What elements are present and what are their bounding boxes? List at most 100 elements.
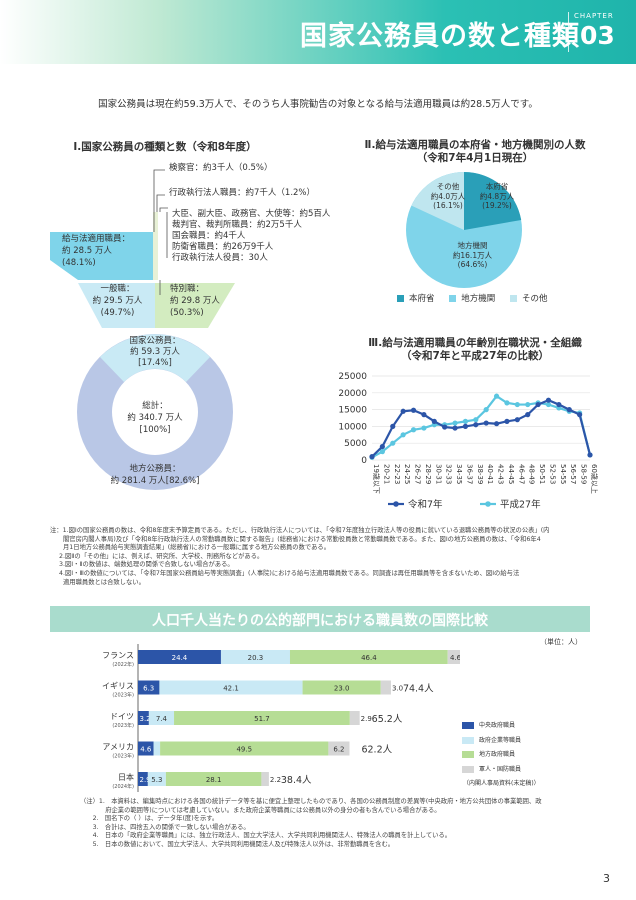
header-divider — [568, 12, 569, 52]
tokubetsu-name: 特別職： — [170, 284, 205, 294]
bar-segment — [380, 680, 391, 695]
data-point — [514, 417, 520, 423]
pie-chart — [406, 171, 522, 288]
country-total: 74.4人 — [403, 684, 434, 695]
tokubetsu-label: 特別職： 約 29.8 万人 (50.3%) — [170, 283, 220, 319]
legend-swatch — [397, 295, 404, 302]
connector-lines — [153, 169, 168, 295]
gyosei-label: 行政執行法人職員：約7千人（1.2%） — [169, 188, 316, 198]
tokubetsu-segment — [155, 283, 235, 328]
legend-label: 地方政府職員 — [479, 751, 516, 758]
country-name: イギリス — [102, 682, 134, 691]
data-point — [369, 454, 375, 460]
y-tick-label: 25000 — [338, 372, 367, 382]
legend-label: 軍人・国防職員 — [479, 765, 522, 773]
note-line: 4. 日本の「政府企業等職員」には、独立行政法人、国立大学法人、大学共同利用機関… — [80, 832, 452, 840]
bar-value-label: 24.4 — [172, 654, 188, 662]
country-total: 62.2人 — [361, 745, 392, 756]
kokka-label: 国家公務員： 約 59.3 万人 [17.4%] — [110, 336, 200, 369]
data-point — [493, 421, 500, 427]
notes-section1: 注：1.図Ⅰの国家公務員の数は、令和8年度末予算定員である。ただし、行政執行法人… — [50, 527, 595, 587]
legend-kigyo: 政府企業等職員 — [462, 734, 521, 749]
tokubetsu-list-item: 防衛省職員：約26万9千人 — [172, 242, 274, 252]
note-line: 3.図Ⅰ・Ⅱの数値は、端数処理の関係で合致しない場合がある。 — [59, 561, 234, 569]
section3-title-main: Ⅲ.給与法適用職員の年齢別在職状況・全組織 — [368, 337, 582, 349]
bar-value-label: 6.2 — [333, 745, 344, 753]
note-line: 月1日地方公務員給与実態調査結果」(総務省)における一般職に属する地方公務員の数… — [63, 544, 331, 552]
note-line: 2.図Ⅱの「その他」には、例えば、研究所、大学校、刑務所などがある。 — [59, 552, 264, 560]
data-point — [462, 423, 469, 429]
bar-segment — [289, 650, 448, 664]
sonota-pct: (16.1%) — [433, 201, 463, 210]
data-point — [462, 418, 469, 424]
bar-value-label: 2.2 — [270, 776, 281, 784]
data-point — [390, 440, 396, 446]
x-tick-label: 22-23 — [393, 464, 401, 484]
data-point — [504, 400, 510, 406]
x-tick-label: 56-57 — [569, 464, 577, 484]
bar-segment — [147, 772, 166, 786]
bar-segment — [447, 650, 460, 664]
pie-label-chiho: 地方機関 約16.1万人 (64.6%) — [440, 241, 505, 270]
country-name: 日本 — [118, 772, 134, 782]
line-chart: 0 5000 10000 15000 20000 25000 19歳以下 20-21 22-23… — [338, 372, 599, 511]
kensatsu-label: 検察官：約3千人（0.5%） — [169, 163, 273, 173]
data-point — [483, 420, 489, 426]
tokubetsu-list-item: 大臣、副大臣、政務官、大使等：約5百人 — [172, 209, 331, 219]
sonota-name: その他 — [436, 182, 460, 191]
pie-label-sonota: その他 約4.0万人 (16.1%) — [418, 182, 478, 211]
x-tick-label: 40-41 — [486, 464, 494, 484]
note-line: 注：1.図Ⅰの国家公務員の数は、令和8年度末予算定員である。ただし、行政執行法人… — [50, 527, 550, 534]
bar-value-label: 49.5 — [236, 745, 252, 753]
x-tick-label: 60歳以上 — [590, 464, 599, 494]
data-point — [421, 425, 427, 431]
legend-label: 本府省 — [409, 294, 435, 304]
pie-slice-sonota — [411, 172, 464, 230]
data-point — [587, 452, 593, 458]
note-line: 府企業の範囲等)については考慮していない。また政府企業等職員には公務員以外の身分… — [80, 806, 441, 814]
intl-source: （内閣人事局資料(未定稿)） — [463, 780, 540, 787]
kokka-value: 約 59.3 万人 — [130, 347, 180, 357]
intl-title: 人口千人当たりの公的部門における職員数の国際比較 — [152, 613, 488, 629]
bar-value-label: 2.9 — [140, 776, 151, 784]
legend-swatch — [449, 295, 457, 302]
x-tick-label: 38-39 — [476, 464, 484, 484]
kokka-name: 国家公務員： — [129, 336, 181, 346]
bar-segment — [138, 711, 149, 725]
bar-segment — [148, 711, 175, 725]
bar-value-label: 3.2 — [140, 715, 151, 723]
legend-chiho-seifu: 地方政府職員 — [462, 748, 521, 763]
data-point — [473, 422, 479, 428]
series-line — [371, 398, 592, 458]
note-line: 閣官房内閣人事局)及び「令和8年行政執行法人の常勤職員数に関する報告」(総務省)… — [63, 535, 541, 543]
x-tick-label: 58-59 — [580, 464, 588, 484]
data-point — [379, 443, 385, 450]
section3-subtitle: （令和7年と平成27年の比較） — [401, 350, 549, 362]
note-line: 3. 合計は、四捨五入の関係で一致しない場合がある。 — [80, 823, 250, 831]
country-year: (2023年) — [112, 722, 134, 729]
data-point — [400, 408, 406, 414]
ippan-value: 約 29.5 万人 — [92, 296, 143, 306]
data-point — [545, 401, 552, 408]
data-point — [421, 412, 427, 418]
bar-value-label: 3.0 — [392, 684, 403, 692]
country-year: (2023年) — [112, 753, 134, 760]
country-total: 38.4人 — [281, 775, 312, 786]
country-name: アメリカ — [102, 743, 134, 752]
intro-text: 国家公務員は現在約59.3万人で、そのうち人事院勧告の対象となる給与法適用職員は… — [98, 99, 538, 110]
note-line: 5. 日本の数値において、国立大学法人、大学共同利用機関法人及び特殊法人以外は、… — [80, 840, 395, 848]
note-line: （注）1. 本資料は、編集時点における各国の統計データ等を基に便宜上整理したもの… — [80, 798, 542, 805]
data-point — [525, 412, 531, 418]
x-tick-label: 30-31 — [434, 464, 442, 484]
page-title: 国家公務員の数と種類 — [300, 21, 580, 52]
legend-label: その他 — [521, 294, 548, 304]
data-point — [390, 423, 396, 429]
legend-marker — [485, 501, 491, 507]
legend-swatch — [462, 751, 474, 758]
legend-label: 平成27年 — [500, 499, 541, 511]
bar-segment — [138, 772, 148, 786]
legend-chiho: 地方機関 — [449, 294, 495, 304]
total-center — [112, 369, 198, 455]
x-tick-label: 46-47 — [517, 464, 525, 484]
data-point — [452, 425, 458, 431]
